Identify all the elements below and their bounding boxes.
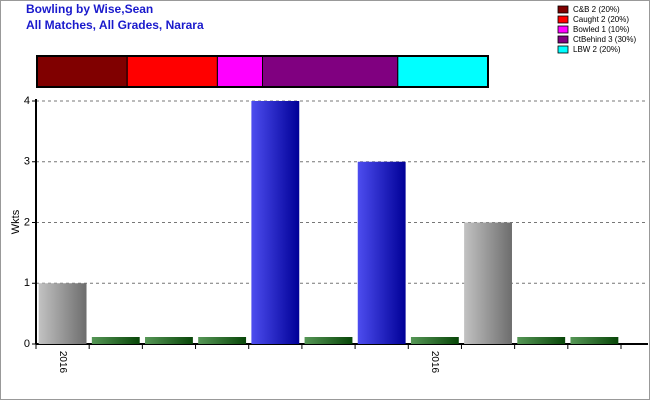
legend-swatch <box>557 15 569 24</box>
legend-swatch <box>557 25 569 34</box>
legend-swatch <box>557 5 569 14</box>
dismissal-segment <box>262 55 399 88</box>
y-tick-label: 3 <box>24 156 30 168</box>
bar <box>91 337 140 344</box>
chart-subtitle: All Matches, All Grades, Narara <box>26 18 204 32</box>
bar <box>357 161 406 344</box>
bar <box>517 337 566 344</box>
x-tick-label: 2016 <box>429 351 440 374</box>
bar <box>410 337 459 344</box>
bar <box>198 337 247 344</box>
legend-label: LBW 2 (20%) <box>573 45 621 54</box>
dismissal-segment <box>126 55 218 88</box>
bar <box>145 337 193 344</box>
dismissal-segment <box>397 55 489 88</box>
dismissal-segment <box>36 55 128 88</box>
legend-swatch <box>557 45 569 54</box>
legend-swatch <box>557 35 569 44</box>
y-tick-label: 0 <box>24 338 30 350</box>
y-axis-label: Wkts <box>10 209 22 234</box>
bar <box>38 283 87 344</box>
legend-label: C&B 2 (20%) <box>573 5 620 14</box>
bar <box>251 101 300 344</box>
y-tick-label: 1 <box>24 277 30 289</box>
y-tick-label: 2 <box>24 216 30 228</box>
chart-title: Bowling by Wise,Sean <box>26 2 153 16</box>
legend-label: Bowled 1 (10%) <box>573 25 630 34</box>
bar <box>304 337 353 344</box>
dismissal-segment <box>216 55 263 88</box>
legend-label: Caught 2 (20%) <box>573 15 629 24</box>
x-tick-label: 2016 <box>57 351 68 374</box>
y-tick-label: 4 <box>24 95 30 107</box>
dismissal-border <box>36 55 489 88</box>
bar <box>570 337 619 344</box>
legend-label: CtBehind 3 (30%) <box>573 35 636 44</box>
bar <box>464 222 512 344</box>
